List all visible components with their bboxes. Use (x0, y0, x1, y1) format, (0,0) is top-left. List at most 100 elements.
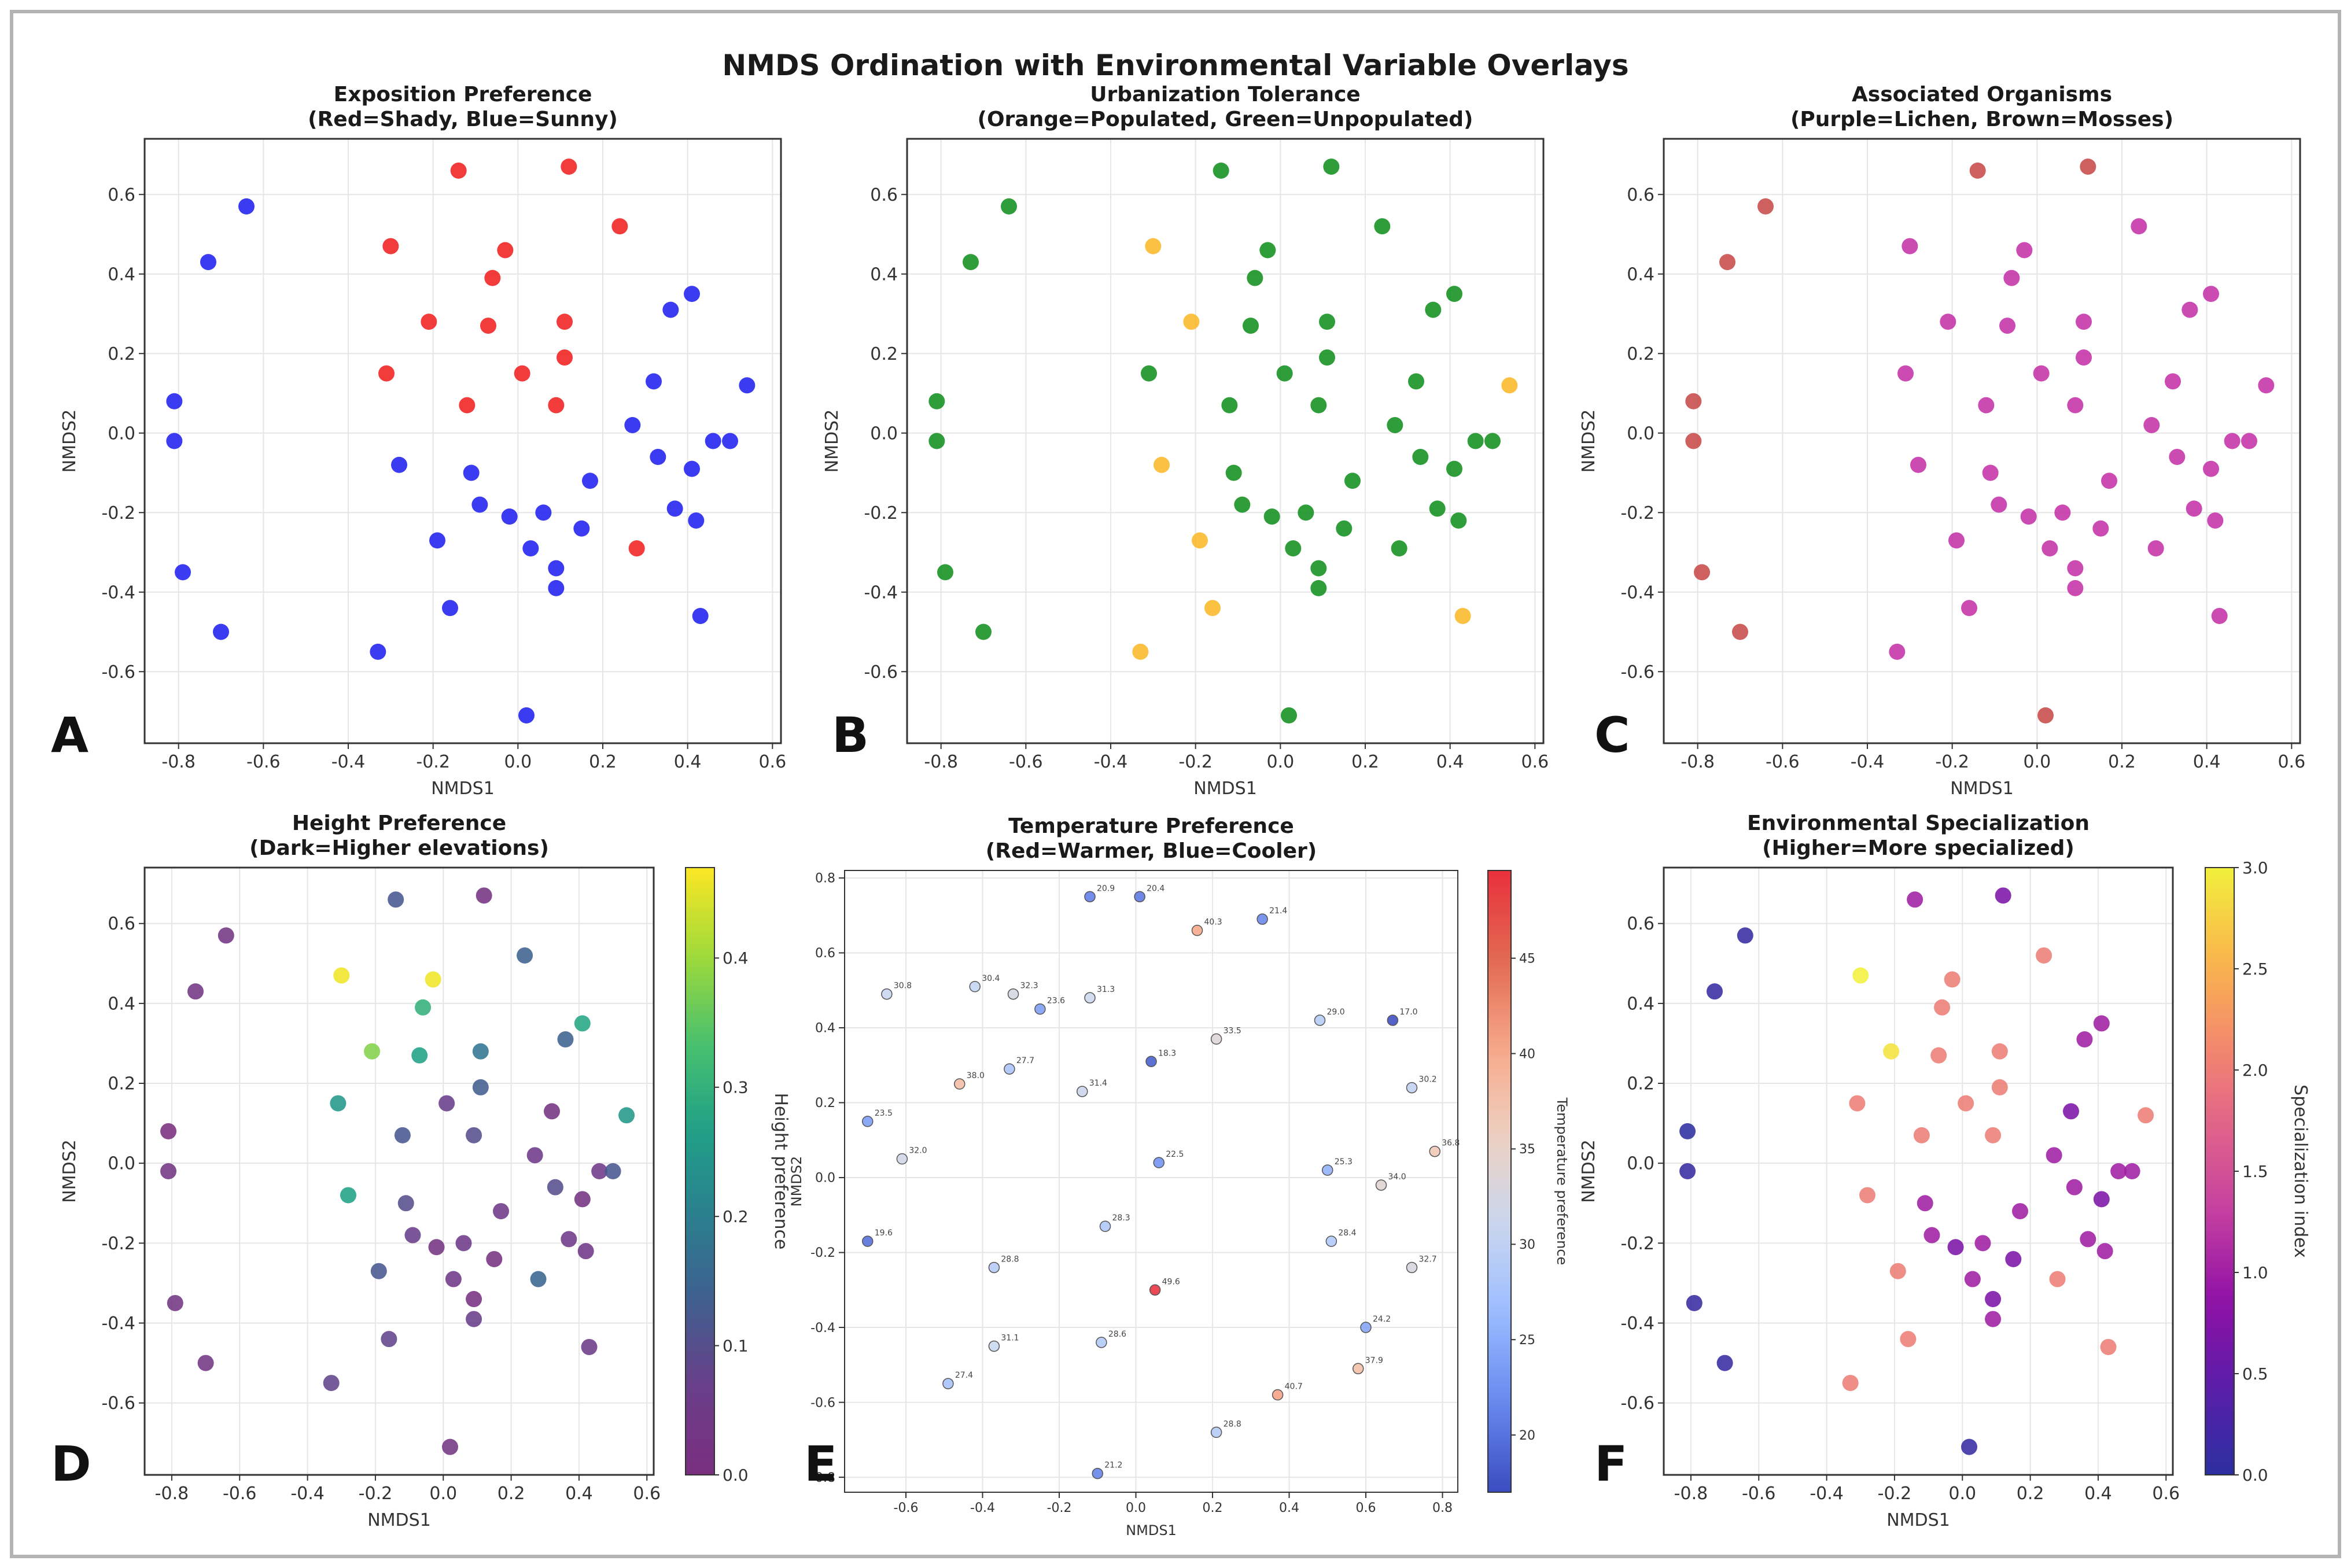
y-tick-label: -0.2 (101, 1234, 135, 1254)
y-tick-label: -0.4 (101, 582, 135, 603)
data-point (1889, 1263, 1906, 1279)
data-point (2169, 449, 2186, 465)
data-point (975, 623, 992, 640)
data-point (548, 397, 565, 414)
point-label: 32.7 (1419, 1255, 1437, 1264)
panel-title: Temperature Preference (1008, 814, 1294, 838)
point-label: 31.1 (1001, 1333, 1019, 1342)
data-point (1991, 1043, 2008, 1060)
data-point (1210, 1033, 1222, 1045)
colorbar-tick-label: 0.2 (723, 1207, 749, 1226)
data-point (428, 1239, 445, 1256)
x-tick-label: 0.0 (504, 752, 532, 772)
data-point (530, 1271, 547, 1287)
data-point (397, 1195, 414, 1212)
x-tick-label: 0.6 (2152, 1484, 2180, 1504)
data-point (557, 1031, 574, 1048)
point-label: 37.9 (1365, 1356, 1383, 1365)
data-point (2063, 1103, 2079, 1120)
panel-letter: C (1594, 707, 1630, 763)
x-tick-label: 0.6 (633, 1484, 661, 1504)
data-point (522, 540, 539, 557)
data-point (238, 198, 255, 215)
data-point (1387, 417, 1403, 433)
data-point (2203, 460, 2219, 477)
data-point (1325, 1235, 1337, 1247)
x-tick-label: 0.0 (1948, 1484, 1976, 1504)
data-point (969, 981, 981, 993)
data-point (574, 1191, 591, 1208)
point-label: 25.3 (1335, 1157, 1353, 1167)
data-point (1985, 1127, 2002, 1143)
x-tick-label: 0.2 (1203, 1501, 1223, 1515)
x-tick-label: -0.8 (1681, 752, 1715, 772)
data-point (391, 456, 407, 473)
data-point (463, 464, 480, 481)
data-point (1007, 988, 1019, 1000)
y-tick-label: -0.6 (101, 1393, 135, 1414)
colorbar-tick-label: 2.0 (2242, 1061, 2268, 1080)
colorbar-tick-label: 35 (1519, 1142, 1535, 1157)
data-point (1686, 1294, 1703, 1311)
y-tick-label: 0.2 (815, 1096, 835, 1110)
data-point (1842, 1375, 1859, 1392)
panel-subtitle: (Red=Shady, Blue=Sunny) (308, 108, 618, 131)
x-tick-label: 0.4 (2084, 1484, 2112, 1504)
y-tick-label: 0.2 (108, 1074, 135, 1094)
data-point (1336, 520, 1353, 537)
data-point (466, 1311, 482, 1327)
data-point (1344, 473, 1361, 489)
data-point (954, 1078, 966, 1090)
data-point (1319, 313, 1335, 330)
data-point (1897, 365, 1914, 382)
data-point (471, 496, 488, 513)
data-point (577, 1243, 594, 1260)
data-point (1256, 913, 1268, 925)
y-tick-label: -0.4 (101, 1314, 135, 1334)
data-point (425, 971, 441, 988)
data-point (1889, 643, 1906, 660)
data-point (1995, 887, 2011, 904)
data-point (1429, 500, 1446, 517)
data-point (1961, 1438, 1977, 1455)
data-point (1406, 1082, 1418, 1094)
x-tick-label: -0.2 (416, 752, 450, 772)
y-tick-label: -0.6 (1620, 662, 1654, 682)
data-point (1004, 1063, 1015, 1075)
data-point (1145, 1056, 1157, 1068)
colorbar-tick-label: 40 (1519, 1047, 1535, 1061)
data-point (988, 1340, 1000, 1352)
data-point (928, 393, 945, 409)
data-point (2016, 242, 2033, 259)
data-point (1077, 1086, 1088, 1097)
y-tick-label: -0.8 (810, 1471, 835, 1485)
data-point (175, 564, 191, 581)
data-point (2100, 1338, 2117, 1355)
data-point (514, 365, 530, 382)
point-label: 17.0 (1399, 1008, 1417, 1017)
point-label: 38.0 (967, 1071, 985, 1080)
panel-B: Urbanization Tolerance(Orange=Populated,… (822, 83, 1549, 799)
x-tick-label: -0.8 (924, 752, 958, 772)
data-point (2003, 270, 2020, 286)
data-point (1944, 971, 1961, 988)
x-tick-label: -0.4 (290, 1484, 325, 1504)
y-tick-label: -0.2 (1620, 1234, 1654, 1254)
data-point (218, 927, 234, 944)
colorbar-tick-label: 45 (1519, 951, 1535, 966)
point-label: 40.7 (1285, 1382, 1303, 1392)
y-tick-label: -0.6 (1620, 1393, 1654, 1414)
y-axis-label: NMDS2 (60, 409, 80, 473)
data-point (573, 520, 590, 537)
point-label: 23.5 (875, 1109, 893, 1118)
y-axis-label: NMDS2 (822, 409, 842, 473)
y-tick-label: 0.4 (815, 1021, 835, 1036)
data-point (476, 887, 492, 904)
data-point (1940, 313, 1956, 330)
data-point (862, 1235, 874, 1247)
data-point (2042, 540, 2058, 557)
x-tick-label: -0.6 (1766, 752, 1800, 772)
data-point (455, 1235, 472, 1252)
colorbar-tick-label: 30 (1519, 1238, 1535, 1252)
x-tick-label: 0.4 (674, 752, 702, 772)
